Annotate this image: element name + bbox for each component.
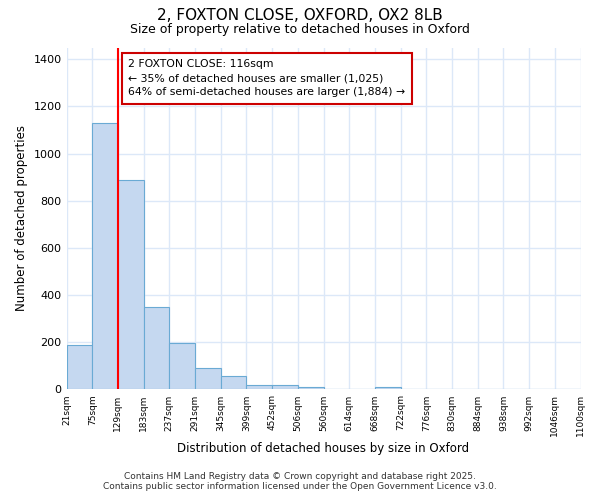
Bar <box>92 123 118 390</box>
Bar <box>247 384 272 390</box>
Bar <box>375 386 401 390</box>
Text: Size of property relative to detached houses in Oxford: Size of property relative to detached ho… <box>130 22 470 36</box>
Bar <box>272 384 298 390</box>
Bar <box>221 376 247 390</box>
Y-axis label: Number of detached properties: Number of detached properties <box>15 126 28 312</box>
Bar <box>67 344 92 390</box>
Bar <box>298 386 323 390</box>
Text: Contains HM Land Registry data © Crown copyright and database right 2025.
Contai: Contains HM Land Registry data © Crown c… <box>103 472 497 491</box>
Bar <box>169 344 195 390</box>
Bar <box>118 180 143 390</box>
Bar <box>143 307 169 390</box>
X-axis label: Distribution of detached houses by size in Oxford: Distribution of detached houses by size … <box>178 442 470 455</box>
Text: 2, FOXTON CLOSE, OXFORD, OX2 8LB: 2, FOXTON CLOSE, OXFORD, OX2 8LB <box>157 8 443 22</box>
Bar <box>195 368 221 390</box>
Text: 2 FOXTON CLOSE: 116sqm
← 35% of detached houses are smaller (1,025)
64% of semi-: 2 FOXTON CLOSE: 116sqm ← 35% of detached… <box>128 60 406 98</box>
